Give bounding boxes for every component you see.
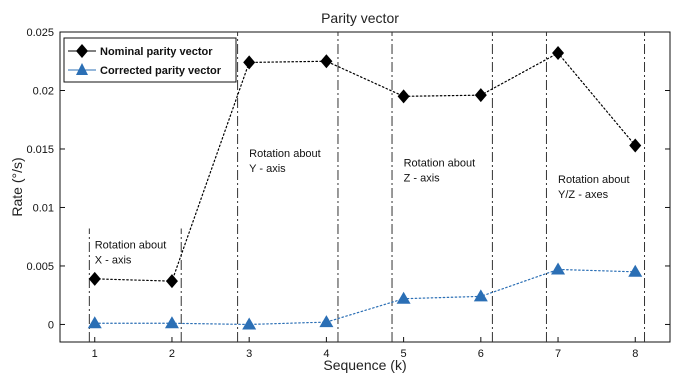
legend-label-corrected: Corrected parity vector: [100, 65, 222, 77]
legend-marker-nominal: [76, 44, 88, 58]
corrected-point-marker: [551, 262, 566, 275]
corrected-point-marker: [628, 264, 643, 277]
x-tick-label: 1: [92, 348, 98, 360]
annotation-label: Z - axis: [404, 173, 441, 185]
x-tick-label: 5: [401, 348, 407, 360]
annotation-label: Y/Z - axes: [558, 189, 609, 201]
legend-marker-corrected: [76, 63, 88, 75]
plot-frame: [59, 31, 671, 343]
y-tick-label: 0.015: [26, 144, 54, 156]
corrected-point-marker: [242, 317, 257, 330]
nominal-point-marker: [88, 271, 101, 286]
x-tick-label: 8: [632, 348, 638, 360]
y-tick-label: 0.01: [33, 202, 54, 214]
annotation-label: Rotation about: [95, 239, 167, 251]
nominal-point-marker: [165, 274, 178, 289]
x-axis-label: Sequence (k): [323, 357, 406, 373]
y-tick-label: 0: [48, 319, 54, 331]
nominal-point-marker: [474, 88, 487, 103]
annotation-label: Rotation about: [558, 174, 630, 186]
corrected-point-marker: [164, 316, 179, 329]
annotations-group: Rotation about X - axis Rotation about Y - …: [95, 148, 630, 266]
annotation-label: Rotation about: [404, 158, 476, 170]
nominal-point-marker: [320, 54, 333, 69]
corrected-point-marker: [87, 316, 102, 329]
nominal-point-marker: [629, 138, 642, 153]
corrected-point-marker: [473, 289, 488, 302]
y-tick-label: 0.005: [26, 261, 54, 273]
annotation-label: Rotation about: [249, 148, 321, 160]
corrected-point-marker: [319, 315, 334, 328]
boundary-lines-group: [88, 32, 646, 342]
y-tick-label: 0.025: [26, 27, 54, 39]
series-group: [87, 46, 643, 330]
y-axis-label: Rate (°/s): [9, 157, 25, 216]
nominal-point-marker: [397, 89, 410, 104]
nominal-point-marker: [243, 55, 256, 70]
y-tick-label: 0.02: [33, 85, 54, 97]
x-tick-label: 7: [555, 348, 561, 360]
nominal-point-marker: [552, 46, 565, 61]
corrected-point-marker: [396, 291, 411, 304]
legend-box: [63, 37, 237, 83]
annotation-label: X - axis: [95, 254, 132, 266]
nominal-series-line: [94, 52, 636, 282]
legend-label-nominal: Nominal parity vector: [100, 46, 213, 58]
x-tick-label: 4: [323, 348, 329, 360]
corrected-series-line: [94, 268, 636, 326]
chart-title: Parity vector: [321, 10, 399, 26]
x-tick-label: 6: [478, 348, 484, 360]
x-tick-label: 3: [246, 348, 252, 360]
x-tick-label: 2: [169, 348, 175, 360]
legend: Nominal parity vector Corrected parity v…: [63, 37, 237, 83]
annotation-label: Y - axis: [249, 163, 286, 175]
ticks-group: 1 2 3 4 5 6 7 8 0 0.005 0.01 0.015 0.02 0.025: [26, 27, 670, 360]
